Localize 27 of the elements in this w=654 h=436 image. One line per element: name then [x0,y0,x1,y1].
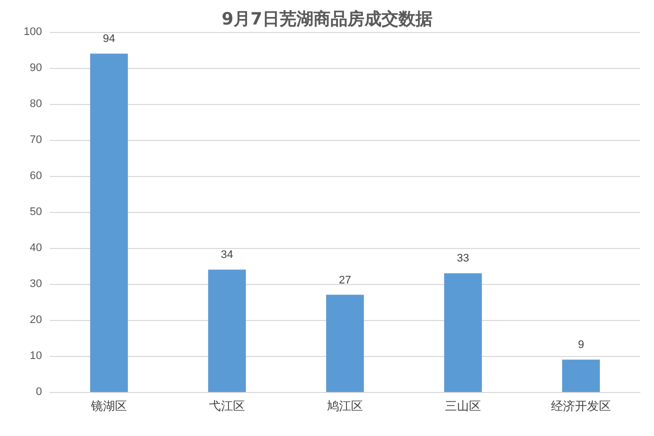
bar [444,273,482,392]
bar [208,270,246,392]
y-tick-label: 90 [30,62,42,74]
y-tick-label: 10 [30,350,42,362]
y-tick-label: 0 [36,386,42,398]
data-label: 94 [102,33,116,46]
data-label: 27 [338,274,352,286]
y-tick-label: 70 [30,134,42,146]
y-tick-label: 80 [30,98,42,110]
x-tick-label: 弋江区 [209,399,245,413]
data-label: 9 [578,339,584,352]
y-tick-label: 60 [30,170,42,182]
x-tick-label: 三山区 [445,399,481,413]
bar [326,294,364,392]
y-tick-label: 20 [30,314,42,326]
x-tick-label: 镜湖区 [90,399,127,413]
x-tick-label: 鸠江区 [327,399,363,413]
y-tick-label: 40 [30,242,42,254]
chart-title: 9月7日芜湖商品房成交数据 [222,10,432,30]
data-label: 34 [220,249,234,262]
data-label: 33 [456,252,470,265]
bar [562,360,600,392]
x-tick-label: 经济开发区 [551,399,611,413]
y-tick-label: 50 [30,206,42,218]
y-tick-label: 100 [24,26,42,38]
y-tick-label: 30 [30,278,42,290]
bar [90,54,128,392]
